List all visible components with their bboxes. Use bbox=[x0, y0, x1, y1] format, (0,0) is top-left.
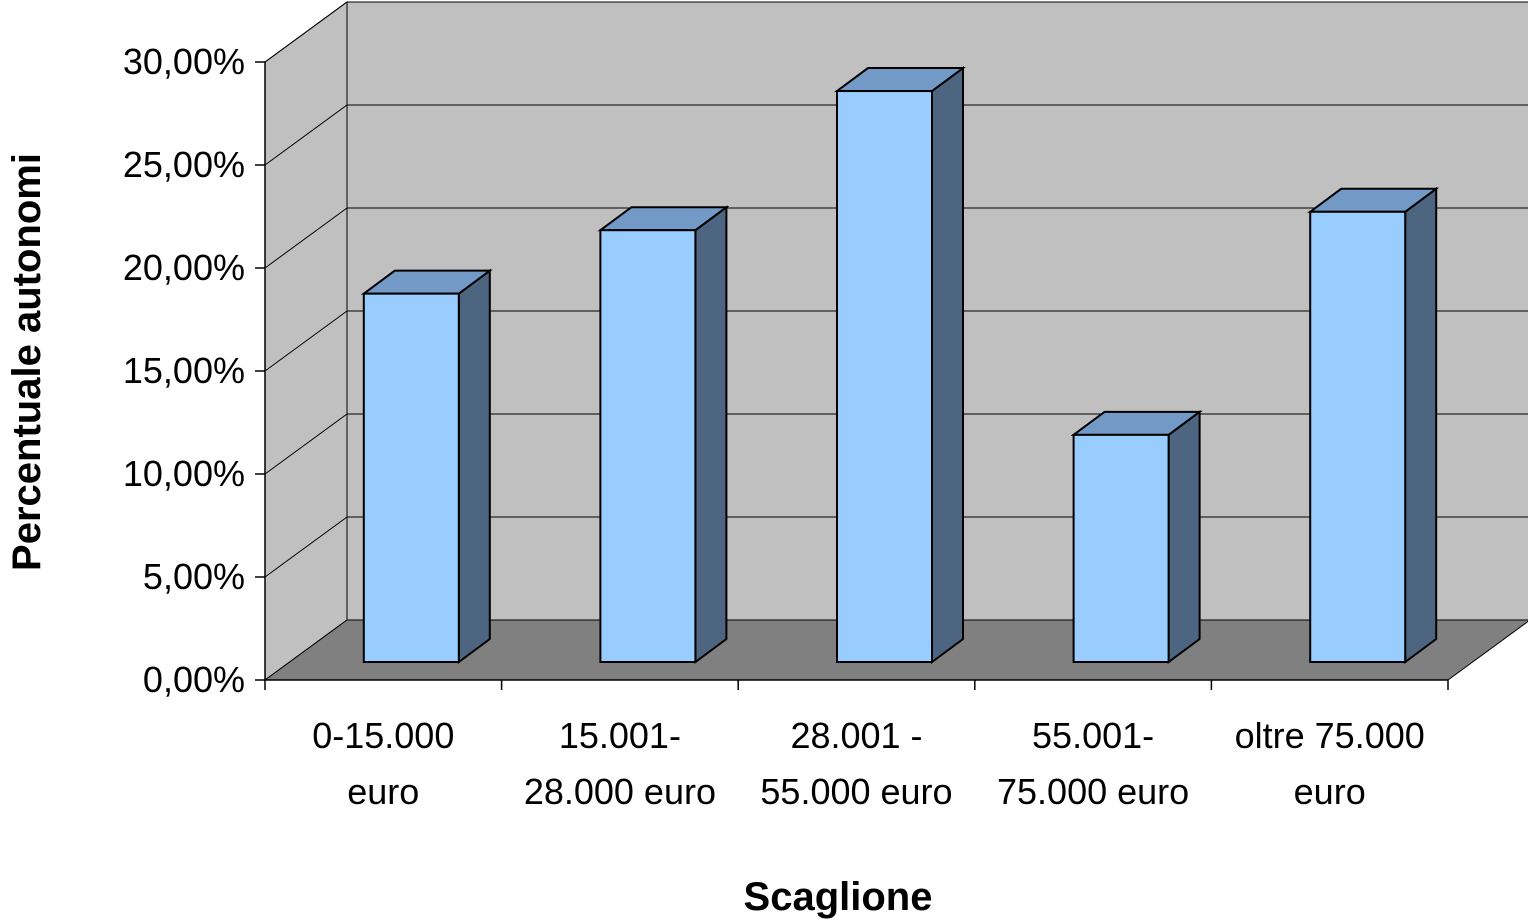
axes bbox=[255, 61, 1449, 690]
bar bbox=[360, 268, 493, 664]
x-tick-label: oltre 75.000 euro bbox=[1235, 715, 1425, 812]
bar bbox=[1070, 409, 1203, 664]
y-tick-label: 15,00% bbox=[123, 350, 245, 391]
gridline-side bbox=[264, 516, 348, 578]
x-tick-label-line: oltre 75.000 bbox=[1235, 715, 1425, 756]
bar-front bbox=[1072, 433, 1170, 663]
bar-front bbox=[836, 90, 933, 663]
bar-front bbox=[1309, 210, 1407, 664]
x-tick-labels: 0-15.000 euro 15.001- 28.000 euro 28.001 - 55… bbox=[312, 715, 1425, 812]
bar-side bbox=[694, 205, 728, 664]
x-tick-label-line: 75.000 euro bbox=[997, 771, 1189, 812]
bar-side bbox=[457, 268, 491, 664]
x-tick-label-line: 28.001 - bbox=[790, 715, 922, 756]
x-tick-label: 28.001 - 55.000 euro bbox=[760, 715, 952, 812]
y-tick-label: 25,00% bbox=[123, 144, 245, 185]
x-tick-label-line: 55.000 euro bbox=[760, 771, 952, 812]
x-tick-label-line: 28.000 euro bbox=[524, 771, 716, 812]
y-tick-label: 30,00% bbox=[123, 41, 245, 82]
x-tick-label: 15.001- 28.000 euro bbox=[524, 715, 716, 812]
bar-front bbox=[599, 229, 697, 663]
x-tick-label: 0-15.000 euro bbox=[312, 715, 454, 812]
gridline-side bbox=[264, 1, 348, 63]
gridline-side bbox=[264, 413, 348, 475]
gridline-side bbox=[264, 104, 348, 166]
y-tick-label: 20,00% bbox=[123, 247, 245, 288]
x-tick-label-line: 55.001- bbox=[1032, 715, 1154, 756]
bar-side bbox=[1167, 409, 1201, 664]
x-tick-label-line: euro bbox=[1294, 771, 1366, 812]
bar-side bbox=[1404, 186, 1438, 664]
y-axis-title: Percentuale autonomi bbox=[5, 153, 49, 571]
bar bbox=[597, 205, 730, 664]
y-tick-labels: 0,00% 5,00% 10,00% 15,00% 20,00% 25,00% 30,00% bbox=[123, 41, 245, 700]
x-tick-label-line: euro bbox=[347, 771, 419, 812]
y-tick-label: 0,00% bbox=[143, 659, 245, 700]
y-tick-label: 5,00% bbox=[143, 556, 245, 597]
bar bbox=[833, 66, 967, 664]
x-tick-label-line: 15.001- bbox=[559, 715, 681, 756]
x-tick-label-line: 0-15.000 bbox=[312, 715, 454, 756]
gridline-side bbox=[264, 207, 348, 269]
bar bbox=[1307, 186, 1440, 664]
bars bbox=[360, 66, 1440, 664]
gridline-side bbox=[264, 310, 348, 372]
y-tick-label: 10,00% bbox=[123, 453, 245, 494]
x-tick-label: 55.001- 75.000 euro bbox=[997, 715, 1189, 812]
bar-front bbox=[362, 292, 460, 663]
x-axis-title: Scaglione bbox=[744, 875, 933, 919]
bar-side bbox=[931, 66, 964, 664]
